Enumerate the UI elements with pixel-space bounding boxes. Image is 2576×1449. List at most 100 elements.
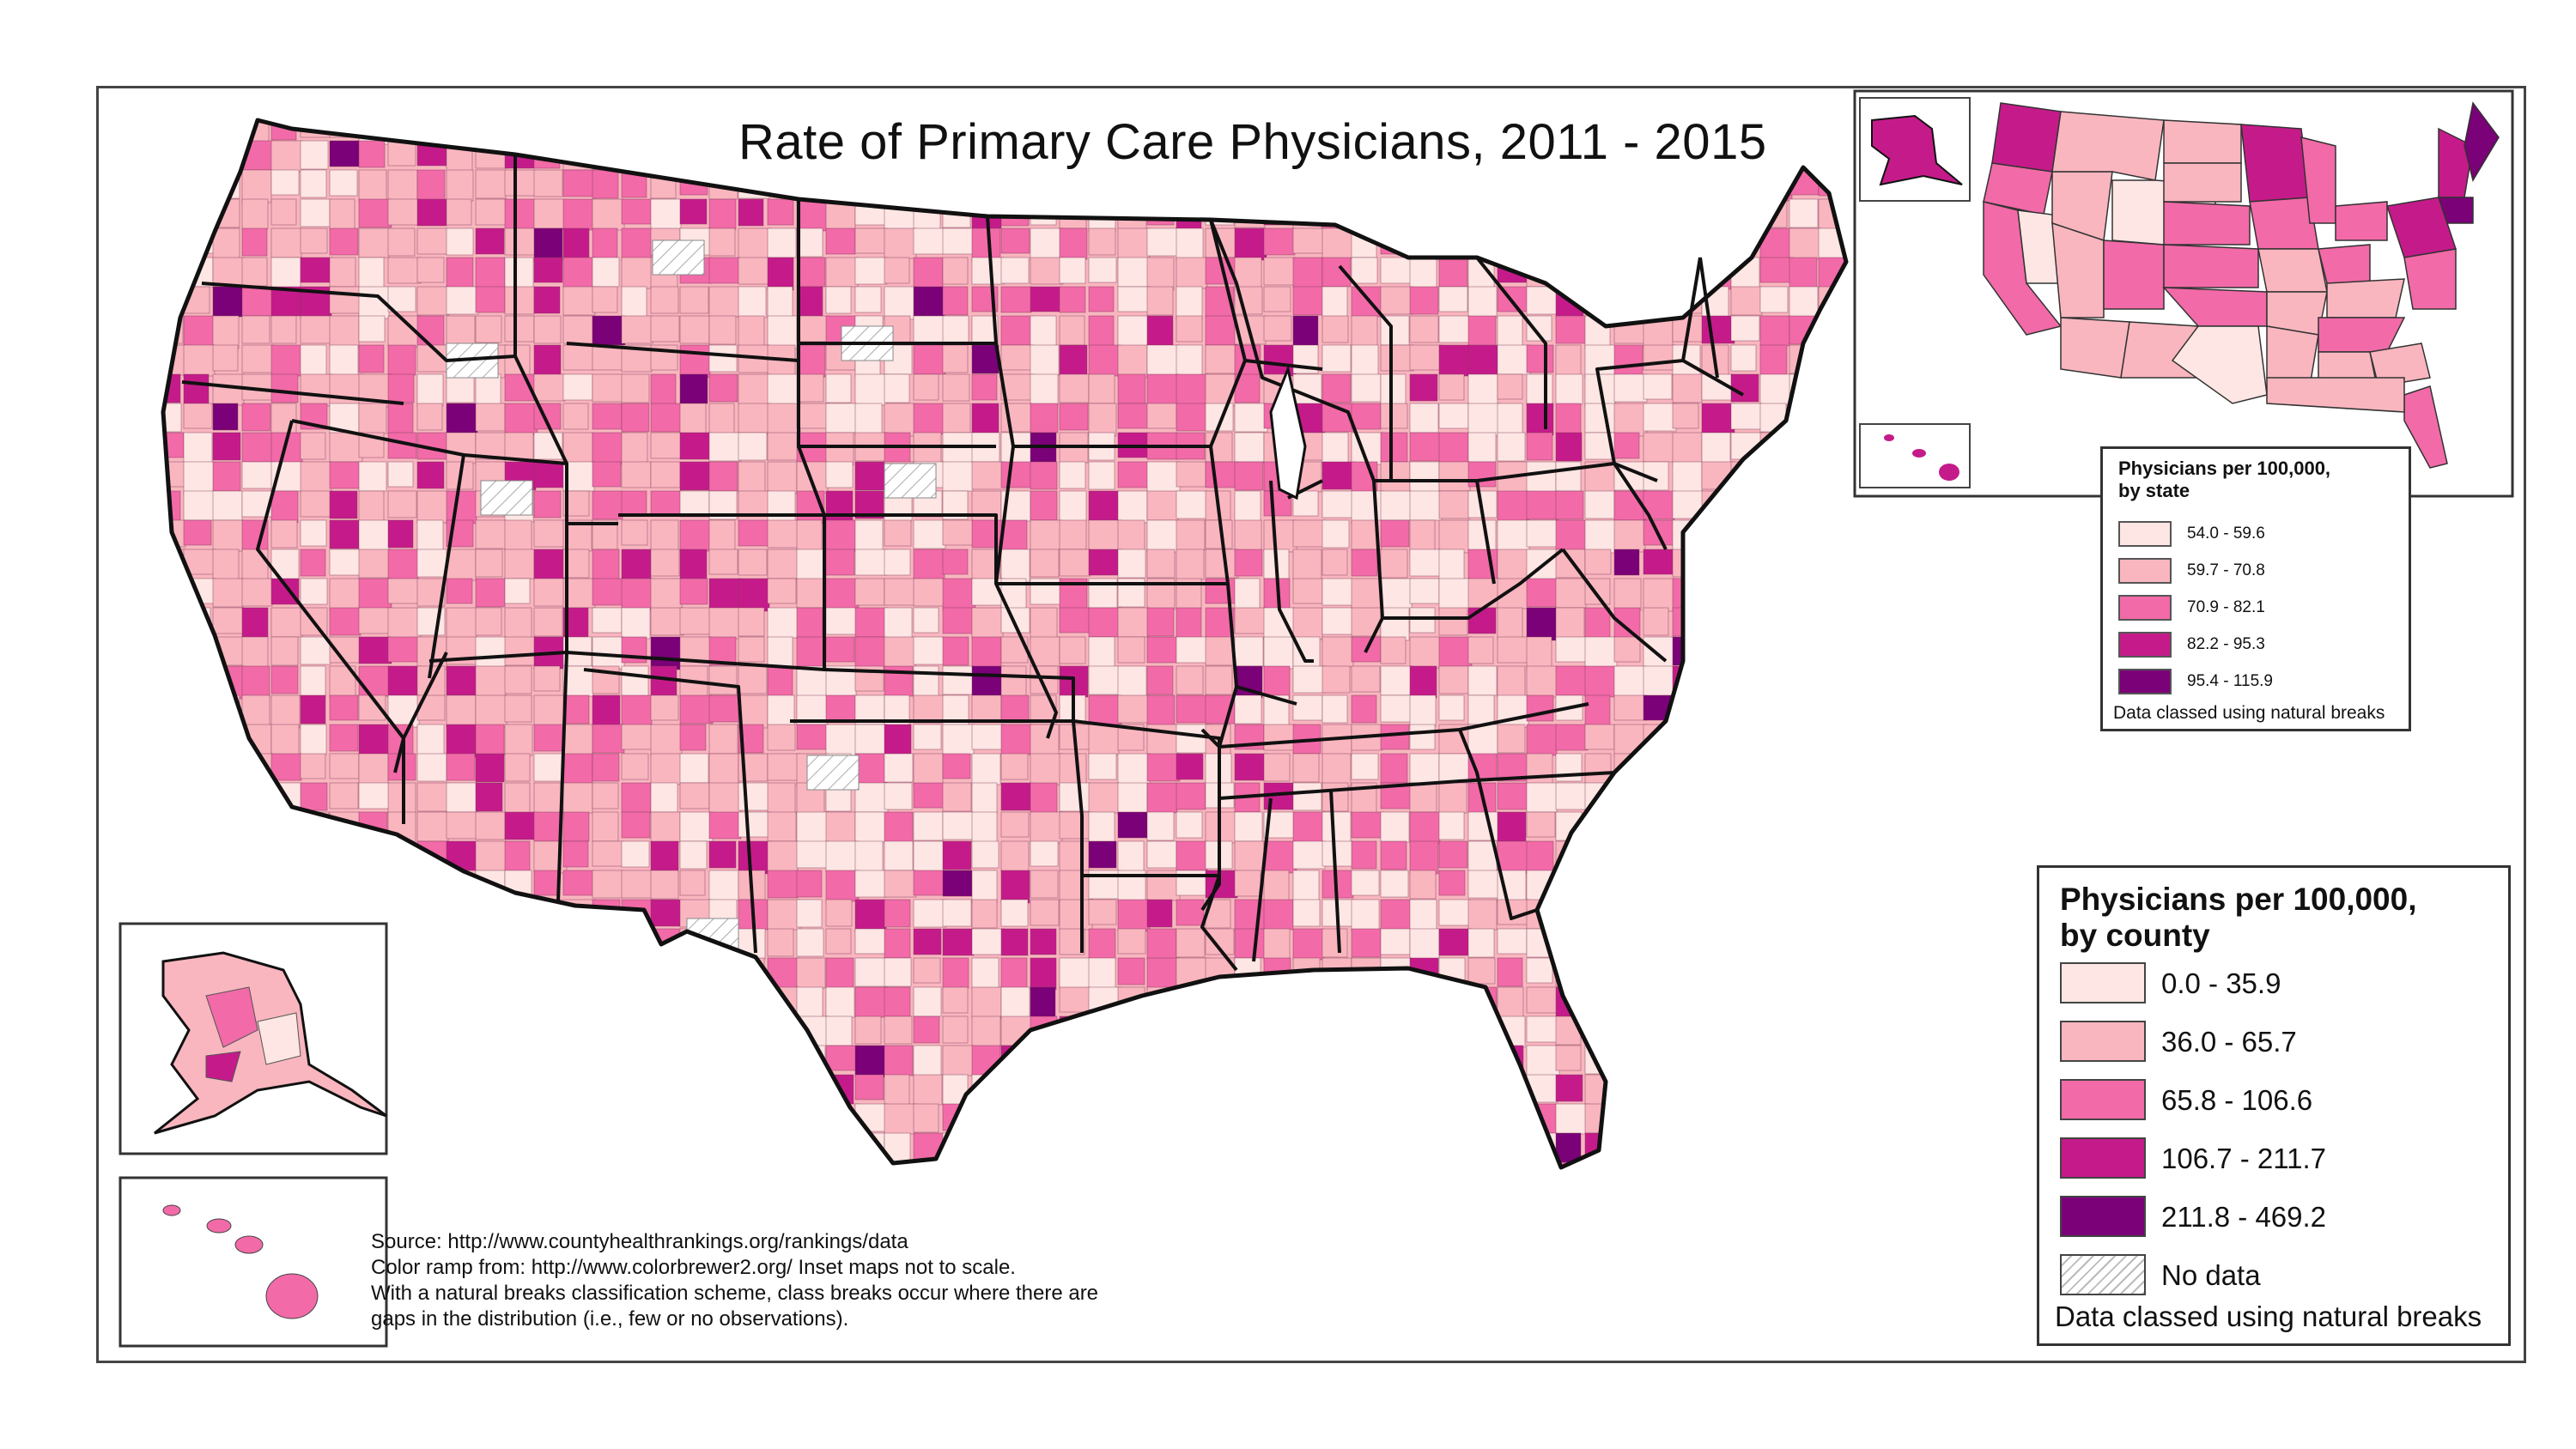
- county-cell: [1643, 753, 1674, 784]
- county-cell: [1818, 403, 1846, 433]
- county-cell: [1117, 811, 1150, 839]
- county-cell: [1818, 490, 1846, 520]
- county-cell: [270, 403, 297, 436]
- county-cell: [163, 607, 181, 640]
- map-title: Rate of Primary Care Physicians, 2011 - …: [738, 114, 1767, 170]
- county-cell: [1730, 607, 1759, 640]
- county-cell: [446, 811, 480, 840]
- county-cell: [679, 578, 708, 605]
- county-cell: [942, 1016, 969, 1044]
- county-cell: [884, 1016, 913, 1045]
- county-cell: [767, 899, 801, 931]
- county-cell: [1467, 957, 1496, 985]
- county-cell: [854, 636, 887, 668]
- county-cell: [1088, 928, 1116, 960]
- method-line-2: gaps in the distribution (i.e., few or n…: [371, 1307, 849, 1331]
- county-cell: [1176, 694, 1208, 724]
- county-cell: [1526, 694, 1554, 722]
- county-cell: [504, 928, 538, 959]
- county-cell: [300, 753, 326, 779]
- county-cell: [1555, 1045, 1582, 1071]
- county-cell: [913, 198, 941, 230]
- county-cell: [1818, 870, 1846, 899]
- county-cell: [212, 403, 239, 431]
- county-cell: [592, 432, 626, 465]
- county-cell: [1584, 899, 1618, 933]
- county-cell: [825, 227, 856, 255]
- county-cell: [1584, 1016, 1615, 1043]
- state-legend-label: 54.0 - 59.6: [2187, 524, 2265, 543]
- county-cell: [1613, 870, 1641, 897]
- county-cell: [1351, 344, 1379, 376]
- county-cell: [1701, 724, 1730, 752]
- county-cell: [1176, 1016, 1203, 1046]
- county-cell: [621, 694, 653, 727]
- county-cell: [533, 461, 568, 488]
- county-cell: [1146, 1016, 1180, 1050]
- county-cell: [1789, 607, 1820, 640]
- county-cell: [1000, 1045, 1031, 1074]
- county-cell: [1555, 257, 1588, 291]
- county-cell: [1438, 986, 1465, 1018]
- county-cell: [1030, 928, 1057, 955]
- county-cell: [708, 257, 741, 284]
- county-cell: [163, 694, 185, 726]
- county-cell: [1117, 636, 1145, 664]
- county-cell: [1643, 870, 1672, 903]
- county-cell: [1146, 811, 1175, 841]
- county-cell: [1730, 198, 1764, 228]
- county-cell: [913, 840, 945, 872]
- county-cell: [796, 227, 823, 258]
- county-cell: [183, 120, 213, 142]
- county-cell: [1613, 1016, 1645, 1046]
- county-cell: [1380, 870, 1409, 898]
- county-cell: [942, 636, 969, 666]
- county-cell: [650, 870, 679, 900]
- county-cell: [621, 578, 653, 611]
- county-cell: [1584, 1103, 1612, 1134]
- county-cell: [1292, 870, 1320, 901]
- county-cell: [1263, 928, 1291, 962]
- county-cell: [1672, 1074, 1698, 1103]
- county-cell: [300, 257, 333, 283]
- county-cell: [183, 198, 210, 226]
- county-cell: [1351, 870, 1380, 896]
- county-cell: [1234, 840, 1265, 875]
- county-cell: [1438, 461, 1471, 492]
- county-cell: [1497, 1161, 1530, 1167]
- county-cell: [767, 315, 798, 349]
- county-cell: [533, 782, 562, 814]
- county-cell: [212, 519, 244, 552]
- county-cell: [1263, 724, 1297, 751]
- county-cell: [1555, 519, 1587, 554]
- county-cell: [163, 403, 182, 433]
- county-cell: [767, 782, 796, 815]
- county-cell: [1730, 344, 1757, 372]
- county-cell: [163, 782, 186, 813]
- county-cell: [1467, 344, 1498, 377]
- county-cell: [1526, 665, 1558, 698]
- county-cell: [1000, 1132, 1030, 1166]
- county-cell: [1672, 899, 1703, 931]
- county-cell: [212, 432, 241, 461]
- county-cell: [1584, 519, 1618, 554]
- county-cell: [884, 986, 911, 1017]
- county-cell: [1467, 724, 1498, 757]
- county-cell: [592, 227, 618, 261]
- county-cell: [1234, 227, 1267, 261]
- county-cell: [300, 227, 328, 254]
- county-cell: [1380, 899, 1412, 931]
- county-cell: [708, 461, 738, 492]
- county-cell: [475, 782, 503, 812]
- county-cell: [708, 549, 738, 575]
- county-cell: [592, 782, 619, 809]
- county-cell: [1643, 373, 1673, 400]
- county-cell: [1848, 579, 1874, 604]
- county-cell: [1526, 198, 1554, 230]
- county-cell: [1818, 811, 1846, 840]
- county-cell: [1205, 169, 1232, 197]
- county-legend-swatch: [2060, 1137, 2146, 1179]
- county-cell: [1380, 665, 1414, 696]
- county-cell: [796, 578, 825, 609]
- county-cell: [1613, 986, 1643, 1020]
